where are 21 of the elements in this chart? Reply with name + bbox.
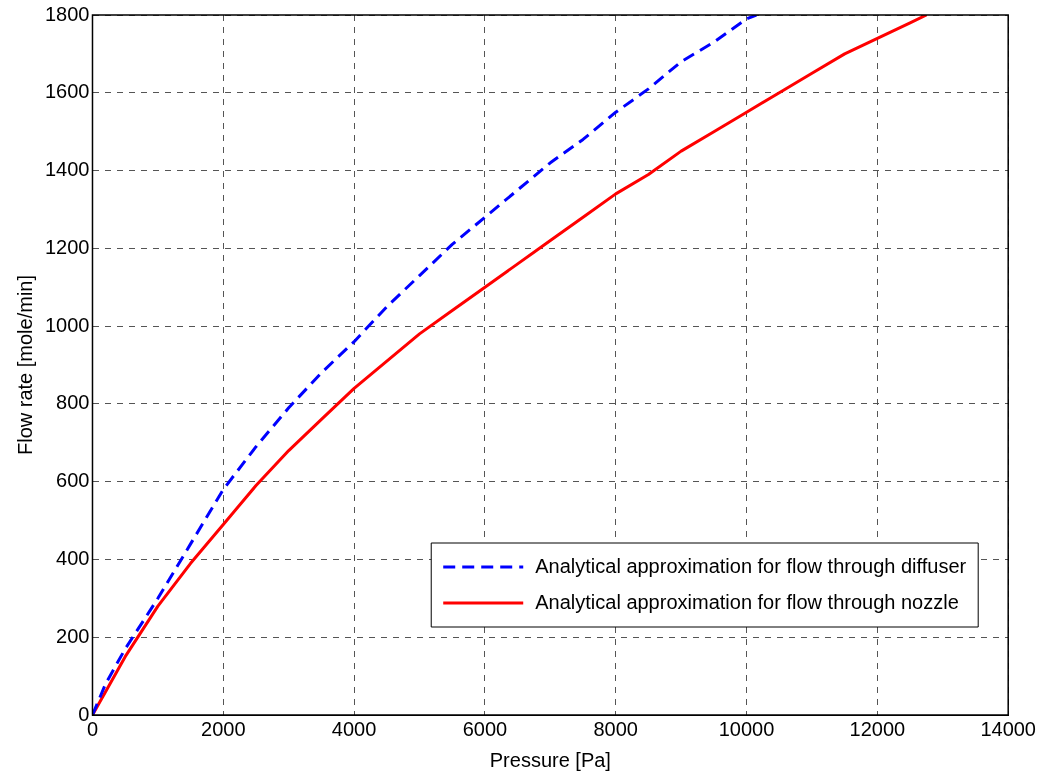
x-tick-label: 6000 — [462, 717, 508, 740]
line-series — [92, 15, 758, 715]
y-tick-label: 600 — [56, 469, 90, 492]
x-tick-label: 2000 — [201, 717, 246, 740]
y-tick-label: 1200 — [44, 235, 90, 258]
x-tick-label: 12000 — [849, 717, 906, 740]
y-tick-label: 1000 — [44, 313, 90, 336]
x-tick-label: 14000 — [980, 717, 1036, 740]
y-axis-title: Flow rate [mole/min] — [13, 274, 36, 456]
y-tick-label: 800 — [56, 391, 90, 414]
y-tick-label: 200 — [56, 624, 90, 647]
x-tick-label: 8000 — [593, 717, 638, 740]
legend-label: Analytical approximation for flow through diffuser — [535, 554, 967, 577]
y-tick-label: 400 — [56, 546, 90, 569]
legend-label: Analytical approximation for flow through nozzle — [535, 590, 959, 613]
x-axis-title: Pressure [Pa] — [489, 748, 611, 771]
y-tick-label: 1400 — [44, 158, 90, 181]
y-tick-label: 1600 — [44, 80, 90, 103]
x-tick-label: 10000 — [718, 717, 775, 740]
y-tick-label: 1800 — [44, 2, 90, 25]
x-tick-label: 4000 — [331, 717, 377, 740]
